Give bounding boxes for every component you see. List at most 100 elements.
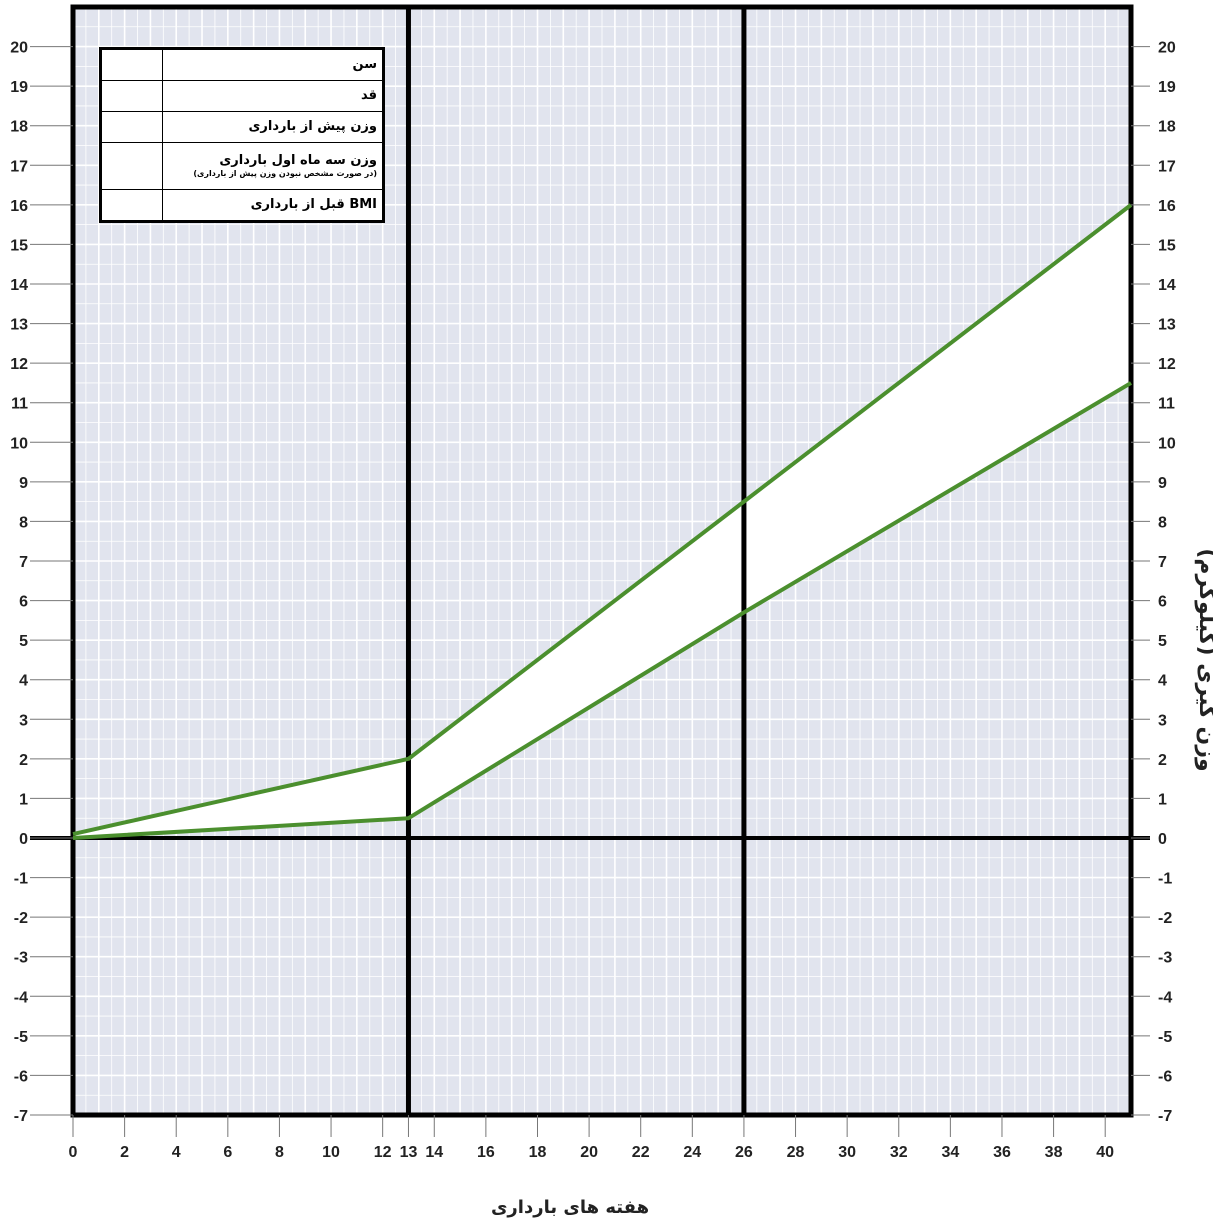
info-row: وزن سه ماه اول بارداری (در صورت مشخص نبود… [100,142,384,190]
y-tick-label-left: 10 [10,435,28,452]
lower-limit-line [72,381,1133,840]
x-tick-label: 16 [477,1144,495,1161]
info-row: قد [100,80,384,112]
y-tick-label-left: 14 [10,277,28,294]
info-value-cell[interactable] [100,48,163,81]
x-tick-label: 34 [941,1144,959,1161]
y-tick-label-left: 19 [10,79,28,96]
x-tick-label: 10 [322,1144,340,1161]
x-axis-title: هفته های بارداری [491,1197,649,1218]
y-tick-label-left: 4 [19,673,28,690]
x-tick-label: 0 [69,1144,78,1161]
info-row: وزن پیش از بارداری [100,111,384,143]
info-value-cell[interactable] [100,80,163,112]
x-tick-label: 8 [275,1144,284,1161]
y-tick-label-right: 1 [1158,791,1167,808]
x-tick-label: 20 [580,1144,598,1161]
y-tick-label-left: 17 [10,158,28,175]
info-value-cell[interactable] [100,111,163,143]
y-tick-label-right: -2 [1158,910,1172,927]
x-tick-label: 6 [223,1144,232,1161]
y-tick-label-left: 2 [19,752,28,769]
info-label-cell: وزن سه ماه اول بارداری (در صورت مشخص نبود… [162,142,384,190]
info-label-note: (در صورت مشخص نبودن وزن پیش از بارداری) [193,169,377,178]
y-tick-label-right: -3 [1158,950,1172,967]
y-tick-label-right: 8 [1158,514,1167,531]
y-tick-label-right: 6 [1158,594,1167,611]
info-label-cell: قد [162,80,384,112]
info-label: وزن پیش از بارداری [248,119,377,134]
y-tick-label-left: 13 [10,317,28,334]
y-tick-label-right: 3 [1158,712,1167,729]
y-tick-label-left: -7 [14,1108,28,1125]
x-tick-label: 26 [735,1144,753,1161]
y-tick-label-left: -2 [14,910,28,927]
info-label-cell: BMI قبل از بارداری [162,189,384,222]
x-tick-label: 32 [890,1144,908,1161]
x-tick-label: 12 [374,1144,392,1161]
y-tick-label-right: 2 [1158,752,1167,769]
y-tick-label-right: 14 [1158,277,1176,294]
info-label-cell: وزن پیش از بارداری [162,111,384,143]
y-tick-label-right: 5 [1158,633,1167,650]
info-row: سن [100,48,384,81]
info-label: قد [360,88,377,103]
y-tick-label-left: -5 [14,1029,28,1046]
x-tick-label: 2 [120,1144,129,1161]
info-value-cell[interactable] [100,142,163,190]
y-tick-label-left: 12 [10,356,28,373]
y-tick-label-right: 18 [1158,119,1176,136]
x-tick-label: 18 [529,1144,547,1161]
y-tick-label-left: -1 [14,871,28,888]
y-tick-label-left: 16 [10,198,28,215]
x-tick-label: 4 [172,1144,181,1161]
y-tick-label-right: 17 [1158,158,1176,175]
info-label: BMI قبل از بارداری [250,197,377,212]
y-tick-label-right: 16 [1158,198,1176,215]
y-tick-label-right: 12 [1158,356,1176,373]
y-tick-label-left: 1 [19,791,28,808]
info-label: وزن سه ماه اول بارداری [219,153,377,168]
y-tick-label-left: 7 [19,554,28,571]
info-value-cell[interactable] [100,189,163,222]
y-tick-label-left: 18 [10,119,28,136]
y-tick-label-left: 8 [19,514,28,531]
y-tick-label-left: 11 [11,396,28,413]
x-tick-label: 40 [1096,1144,1114,1161]
y-tick-label-right: 19 [1158,79,1176,96]
y-tick-label-left: 0 [19,831,28,848]
y-tick-label-right: 4 [1158,673,1167,690]
y-tick-label-right: 15 [1158,237,1176,254]
info-label: سن [352,57,377,72]
y-tick-label-left: 20 [10,40,28,57]
y-axis-title: وزن گیری (کیلوگرم) [1194,548,1213,771]
x-tick-label: 14 [425,1144,443,1161]
y-tick-label-left: 5 [19,633,28,650]
x-tick-label: 28 [787,1144,805,1161]
patient-info-table: سن قد وزن پیش از بارداری وزن سه ماه اول بار… [99,47,385,223]
y-tick-label-right: 10 [1158,435,1176,452]
y-tick-label-left: 6 [19,594,28,611]
x-tick-label: 24 [683,1144,701,1161]
x-tick-label: 22 [632,1144,650,1161]
y-tick-label-right: -5 [1158,1029,1172,1046]
info-label-cell: سن [162,48,384,81]
x-tick-label: 30 [838,1144,856,1161]
info-row: BMI قبل از بارداری [100,189,384,222]
y-tick-label-right: 0 [1158,831,1167,848]
y-tick-label-right: -6 [1158,1068,1172,1085]
x-tick-label: 38 [1045,1144,1063,1161]
upper-limit-line [72,203,1133,836]
y-tick-label-left: 9 [19,475,28,492]
y-tick-label-right: 9 [1158,475,1167,492]
x-tick-label: 13 [400,1144,418,1161]
y-tick-label-left: -6 [14,1068,28,1085]
y-tick-label-right: 20 [1158,40,1176,57]
y-tick-label-right: 7 [1158,554,1167,571]
y-tick-label-right: 11 [1158,396,1175,413]
y-tick-label-right: 13 [1158,317,1176,334]
y-tick-label-right: -7 [1158,1108,1172,1125]
x-tick-label: 36 [993,1144,1011,1161]
y-tick-label-right: -1 [1158,871,1172,888]
